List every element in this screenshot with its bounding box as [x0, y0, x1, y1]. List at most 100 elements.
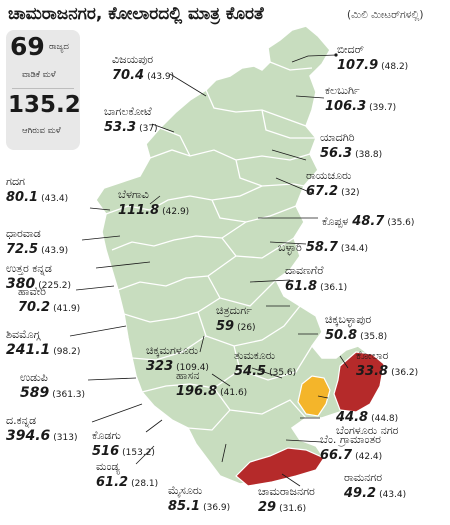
bidar-normal: (48.2): [381, 61, 409, 72]
kolar-district: [333, 351, 385, 413]
davanagere-actual: 61.8: [285, 278, 318, 294]
kolar-actual: 33.8: [356, 363, 389, 379]
bengaluru-rural-normal: (42.4): [355, 451, 383, 462]
ramanagara-normal: (43.4): [379, 489, 407, 500]
tumakuru-normal: (35.6): [269, 367, 297, 378]
bengaluru-urban-district: [297, 375, 331, 417]
gadag-normal: (43.4): [41, 193, 69, 204]
chikkamagaluru-normal: (109.4): [176, 362, 209, 373]
label-kodagu: ಕೊಡಗು 516 (153.2): [92, 429, 155, 459]
bengaluru-urban-actual: 44.8: [336, 410, 369, 425]
dakshina-kannada-normal: (313): [53, 432, 78, 443]
hassan-actual: 196.8: [176, 383, 218, 399]
ramanagara-actual: 49.2: [344, 485, 377, 501]
vijayapura-actual: 70.4: [112, 67, 145, 83]
label-kalaburagi: ಕಲಬುರ್ಗಿ 106.3 (39.7): [325, 84, 397, 114]
koppal-normal: (35.6): [387, 218, 415, 228]
label-chamarajanagar: ಚಾಮರಾಜನಗರ 29 (31.6): [258, 485, 315, 515]
shivamogga-actual: 241.1: [6, 341, 51, 358]
vijayapura-normal: (43.9): [147, 71, 175, 82]
label-haveri: ಹಾವೇರಿ 70.2 (41.9): [18, 285, 81, 315]
chamarajanagar-normal: (31.6): [279, 503, 307, 514]
chikkaballapur-normal: (35.8): [360, 331, 388, 342]
state-normal-label-2: ವಾಡಿಕೆ ಮಳೆ: [22, 70, 56, 80]
uttara-kannada-actual: 380: [6, 275, 36, 292]
summary-divider: [12, 88, 74, 89]
bagalkot-actual: 53.3: [104, 119, 137, 135]
label-bagalkot: ಬಾಗಲಕೋಟೆ 53.3 (37): [104, 105, 158, 135]
haveri-normal: (41.9): [53, 303, 81, 314]
state-actual-rainfall-value: 135.2: [8, 92, 81, 118]
chikkamagaluru-actual: 323: [146, 358, 174, 374]
label-bengaluru-rural: ಬೆಂ. ಗ್ರಾಮಾಂತರ 66.7 (42.4): [320, 433, 383, 463]
label-yadgir: ಯಾದಗಿರಿ 56.3 (38.8): [320, 131, 383, 161]
kolar-normal: (36.2): [391, 367, 419, 378]
belagavi-actual: 111.8: [118, 202, 160, 218]
label-tumakuru: ತುಮಕೂರು 54.5 (35.6): [234, 349, 297, 379]
uttara-kannada-normal: (225.2): [38, 280, 72, 291]
label-uttara-kannada: ಉತ್ತರ ಕನ್ನಡ 380 (225.2): [6, 262, 72, 292]
mysuru-normal: (36.9): [203, 502, 231, 513]
label-dharwad: ಧಾರವಾಡ 72.5 (43.9): [6, 227, 69, 257]
pointer-lines: [69, 54, 349, 487]
chamarajanagar-district: [235, 447, 325, 487]
label-gadag: ಗದಗ 80.1 (43.4): [6, 175, 69, 205]
chikkaballapur-actual: 50.8: [325, 327, 358, 343]
dharwad-normal: (43.9): [41, 245, 69, 256]
udupi-actual: 589: [20, 384, 50, 401]
mandya-normal: (28.1): [131, 478, 159, 489]
map-title: ಚಾಮರಾಜನಗರ, ಕೋಲಾರದಲ್ಲಿ ಮಾತ್ರ ಕೊರತೆ: [8, 4, 264, 24]
udupi-normal: (361.3): [52, 389, 86, 400]
bengaluru-rural-actual: 66.7: [320, 447, 353, 463]
summary-box: 69 ರಾಜ್ಯದ ವಾಡಿಕೆ ಮಳೆ 135.2 ಆಗಿರುವ ಮಳೆ: [6, 30, 81, 150]
yadgir-actual: 56.3: [320, 145, 353, 161]
label-vijayapura: ವಿಜಯಪುರ 70.4 (43.9): [112, 53, 175, 83]
label-bidar: ಬೀದರ್ 107.9 (48.2): [337, 43, 409, 73]
label-raichur: ರಾಯಚೂರು 67.2 (32): [306, 169, 360, 199]
bengaluru-urban-normal: (44.8): [371, 414, 399, 424]
davanagere-normal: (36.1): [320, 282, 348, 293]
label-kolar: ಕೋಲಾರ 33.8 (36.2): [356, 349, 419, 379]
state-actual-label: ಆಗಿರುವ ಮಳೆ: [22, 126, 61, 136]
unit-note: (ಮಿಲಿ ಮೀಟರ್‌ಗಳಲ್ಲಿ): [347, 9, 424, 21]
hassan-normal: (41.6): [220, 387, 248, 398]
district-boundaries: [105, 61, 316, 431]
label-chitradurga: ಚಿತ್ರದುರ್ಗ 59 (26): [216, 304, 256, 334]
label-chikkamagaluru: ಚಿಕ್ಕಮಗಳೂರು 323 (109.4): [146, 344, 209, 374]
dakshina-kannada-actual: 394.6: [6, 427, 51, 444]
bagalkot-normal: (37): [139, 123, 158, 134]
ballari-actual: 58.7: [305, 240, 338, 255]
chitradurga-actual: 59: [216, 318, 235, 334]
label-chikkaballapur: ಚಿಕ್ಕಬಳ್ಳಾಪುರ 50.8 (35.8): [325, 313, 388, 343]
mandya-actual: 61.2: [96, 474, 129, 490]
label-davanagere: ದಾವಣಗೆರೆ 61.8 (36.1): [285, 264, 348, 294]
label-ramanagara: ರಾಮನಗರ 49.2 (43.4): [344, 471, 407, 501]
tumakuru-actual: 54.5: [234, 363, 267, 379]
shivamogga-normal: (98.2): [53, 346, 81, 357]
label-hassan: ಹಾಸನ 196.8 (41.6): [176, 369, 248, 399]
label-dakshina-kannada: ದ.ಕನ್ನಡ 394.6 (313): [6, 414, 78, 444]
ballari-normal: (34.4): [340, 244, 368, 254]
chitradurga-normal: (26): [237, 322, 256, 333]
state-normal-rainfall-value: 69: [10, 32, 45, 61]
label-ballari: ಬಳ್ಳಾರಿ 58.7 (34.4): [278, 240, 368, 255]
yadgir-normal: (38.8): [355, 149, 383, 160]
haveri-actual: 70.2: [18, 299, 51, 315]
label-koppal: ಕೊಪ್ಪಳ 48.7 (35.6): [322, 214, 415, 229]
label-mysuru: ಮೈಸೂರು 85.1 (36.9): [168, 484, 231, 514]
kalaburagi-actual: 106.3: [325, 98, 367, 114]
mysuru-actual: 85.1: [168, 498, 201, 514]
label-mandya: ಮಂಡ್ಯ 61.2 (28.1): [96, 460, 159, 490]
label-belagavi: ಬೆಳಗಾವಿ 111.8 (42.9): [118, 188, 190, 218]
pointer-dot: [334, 53, 338, 57]
kodagu-normal: (153.2): [122, 447, 155, 458]
belagavi-normal: (42.9): [162, 206, 190, 217]
gadag-actual: 80.1: [6, 189, 39, 205]
chamarajanagar-actual: 29: [258, 499, 277, 515]
label-udupi: ಉಡುಪಿ 589 (361.3): [20, 371, 86, 401]
bidar-actual: 107.9: [337, 57, 379, 73]
state-normal-label-1: ರಾಜ್ಯದ: [49, 42, 69, 52]
kodagu-actual: 516: [92, 443, 120, 459]
koppal-actual: 48.7: [352, 214, 385, 229]
